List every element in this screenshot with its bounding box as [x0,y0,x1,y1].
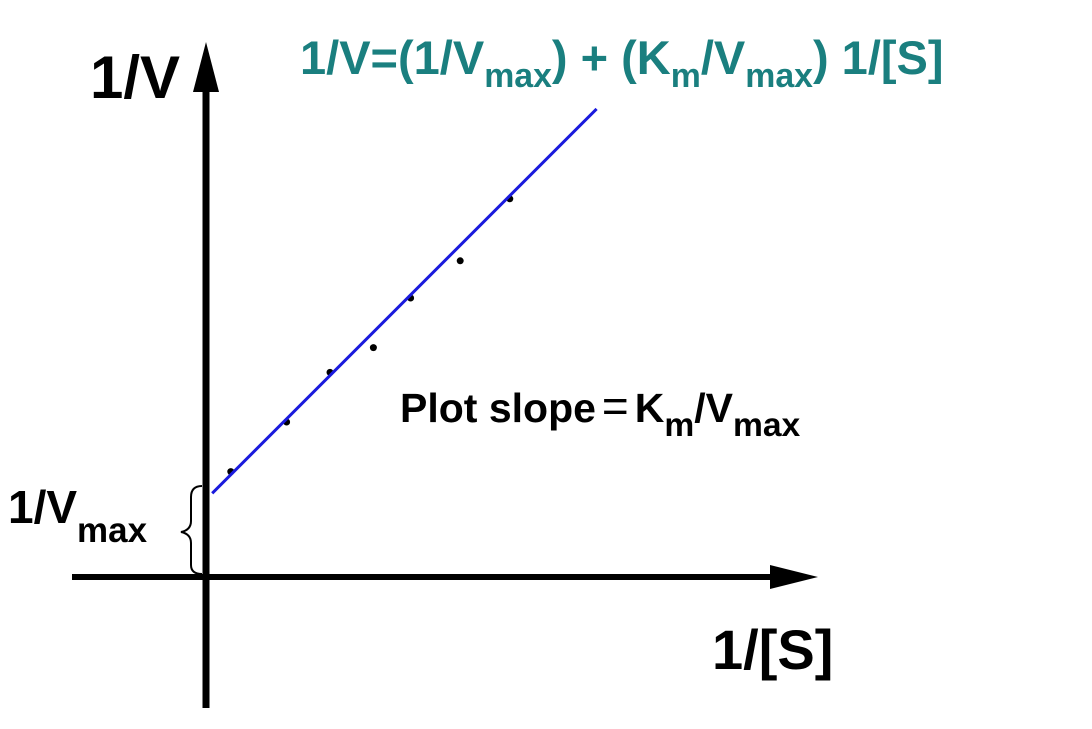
x-axis-arrowhead [770,565,818,589]
equation-subscript: m [670,56,701,95]
slope-label-k-subscript: m [664,407,695,445]
slope-label: Plot slope = Km/Vmax [400,383,800,442]
axes [72,42,818,708]
slope-label-v-subscript: max [732,407,801,445]
intercept-label-subscript: max [77,511,148,551]
equation-part: /V [700,31,746,84]
intercept-brace [180,485,203,575]
slope-label-v: /V [694,385,733,431]
slope-equals-sign: = [601,380,629,432]
equation-subscript: max [745,56,813,95]
intercept-label-base: 1/V [8,481,78,533]
equation-subscript: max [484,56,552,95]
equation-part: 1/V=(1/V [300,31,485,84]
data-points [227,195,514,476]
slope-label-text: Plot slope [400,385,596,431]
equation-part: ) 1/[S] [812,31,944,84]
y-axis-arrowhead [193,42,219,92]
equation-part: ) + (K [551,31,671,84]
equation-label: 1/V=(1/Vmax) + (Km/Vmax) 1/[S] [300,31,944,93]
x-axis-label: 1/[S] [712,618,834,681]
fit-line-group [211,107,598,495]
fit-line [211,107,598,495]
data-point [456,257,464,265]
y-intercept-label: 1/Vmax [8,481,147,548]
y-axis-label: 1/V [90,44,181,111]
data-point [369,344,377,352]
slope-label-k: K [634,385,665,431]
